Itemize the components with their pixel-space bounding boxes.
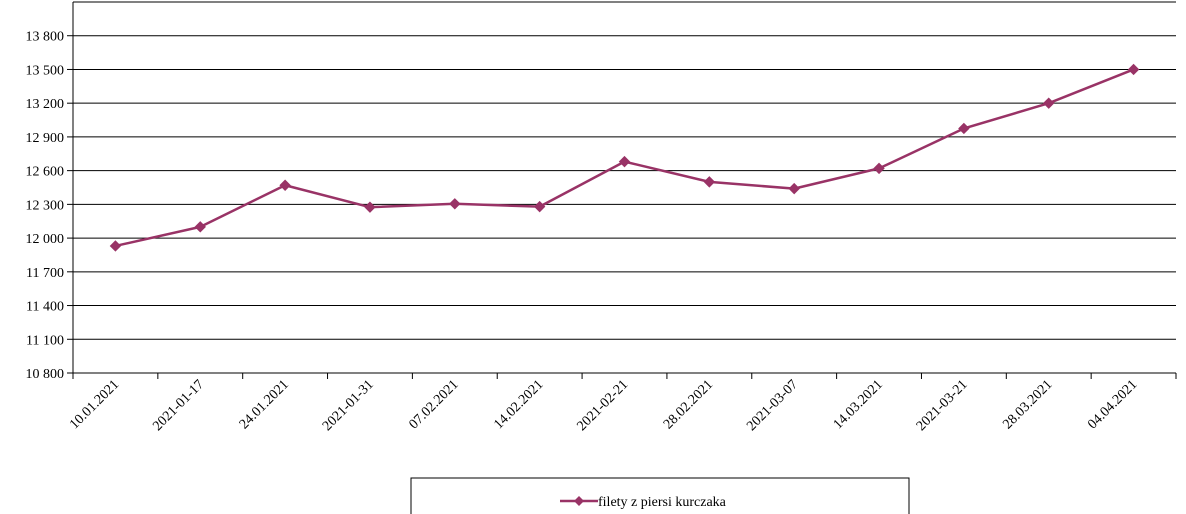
gridlines	[73, 1, 1176, 374]
data-point	[533, 200, 546, 213]
data-point	[703, 176, 716, 188]
y-tick-label: 12 600	[26, 165, 65, 180]
data-point	[618, 155, 631, 168]
y-tick-label: 10 800	[26, 367, 65, 382]
axes	[67, 2, 1177, 379]
x-tick-label: 2021-03-07	[744, 377, 801, 434]
x-tick-label: 28.03.2021	[1000, 377, 1055, 432]
x-tick-label: 2021-03-21	[914, 377, 971, 434]
legend-box	[410, 477, 910, 514]
y-axis-tick-labels: 10 800 11 100 11 400 11 700 12 000 12 300 12 6…	[26, 30, 65, 382]
data-point	[194, 221, 206, 233]
y-tick-label: 11 700	[26, 266, 64, 281]
x-tick-label: 2021-01-17	[150, 377, 207, 434]
data-point	[1043, 97, 1055, 109]
data-point	[1127, 63, 1140, 76]
data-point	[449, 198, 461, 210]
x-tick-label: 2021-02-21	[575, 377, 632, 434]
data-point	[279, 179, 291, 191]
y-tick-label: 13 500	[26, 63, 65, 78]
x-tick-label: 07.02.2021	[406, 377, 461, 432]
x-tick-label: 24.01.2021	[237, 377, 292, 432]
data-point	[873, 162, 885, 175]
x-tick-label: 14.03.2021	[831, 377, 886, 432]
y-tick-label: 12 000	[26, 232, 65, 247]
y-tick-label: 13 200	[26, 97, 65, 112]
x-tick-label: 04.04.2021	[1085, 377, 1140, 432]
x-tick-label: 2021-01-31	[320, 377, 377, 434]
data-point	[958, 122, 970, 135]
x-tick-label: 28.02.2021	[661, 377, 716, 432]
x-tick-label: 10.01.2021	[67, 377, 122, 432]
y-tick-label: 12 900	[26, 131, 65, 146]
legend: filety z piersi kurczaka	[410, 477, 910, 514]
data-point	[109, 240, 122, 252]
y-tick-label: 11 400	[26, 300, 64, 315]
data-point	[788, 182, 800, 195]
legend-series-label: filety z piersi kurczaka	[598, 495, 727, 510]
x-axis-tick-labels: 10.01.2021 2021-01-17 24.01.2021 2021-01-31…	[67, 377, 1140, 434]
y-tick-label: 13 800	[26, 30, 65, 45]
series	[109, 63, 1140, 252]
y-tick-label: 12 300	[26, 198, 65, 213]
y-tick-label: 11 100	[26, 333, 64, 348]
x-tick-label: 14.02.2021	[491, 377, 546, 432]
legend-series-marker	[574, 496, 584, 506]
data-point	[364, 201, 376, 213]
